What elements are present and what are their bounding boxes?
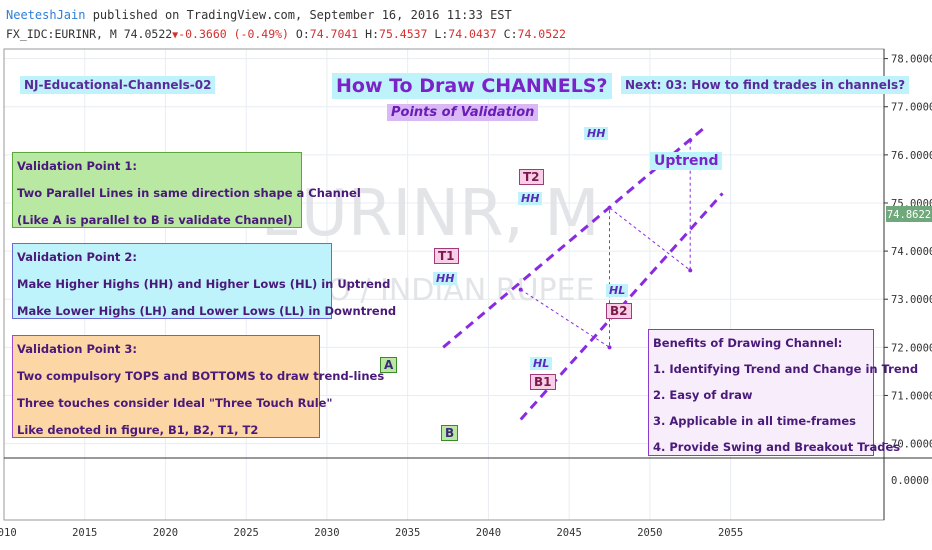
y-tick-label: 78.0000 [891,54,932,66]
x-tick-label: 2020 [153,527,178,539]
price-badge [886,206,932,222]
vp1-line: Two Parallel Lines in same direction sha… [17,186,361,200]
validation-point-2: Validation Point 2: Make Higher Highs (H… [12,243,396,319]
swing-path [520,140,691,349]
swing-point [688,268,693,273]
annotation-subtitle: Points of Validation [387,104,539,121]
x-tick-label: 2025 [234,527,259,539]
publish-line: NeeteshJain published on TradingView.com… [6,8,512,22]
point-b2: B2 [606,303,632,319]
y-tick-label: 76.0000 [891,150,932,162]
x-tick-label: 2045 [556,527,581,539]
down-arrow-icon: ▼ [172,30,179,41]
vp2-heading: Validation Point 2: [17,250,137,264]
x-tick-label: 2035 [395,527,420,539]
swing-point [688,138,693,143]
validation-point-1: Validation Point 1: Two Parallel Lines i… [12,152,361,228]
benefit-item: 4. Provide Swing and Breakout Trades [653,440,901,454]
vp1-line: (Like A is parallel to B is validate Cha… [17,213,293,227]
y-tick-label: 71.0000 [891,390,932,402]
y-tick-label: 70.0000 [891,439,932,451]
close-value: 74.0522 [517,27,566,41]
x-axis-ticks: 2010 2015 2020 2025 2030 2035 2040 2045 2050 2055 [0,527,743,539]
vp3-line: Like denoted in figure, B1, B2, T1, T2 [17,423,259,437]
point-hh: HH [584,127,609,140]
low-label: L: [427,27,449,41]
point-b: B [441,425,459,441]
watermark-symbol: EURINR, M [261,177,600,251]
point-a: A [380,357,398,373]
vp1-heading: Validation Point 1: [17,159,137,173]
open-value: 74.7041 [309,27,359,41]
symbol-info: FX_IDC:EURINR, M 74.0522 [6,27,173,41]
benefits-heading: Benefits of Drawing Channel: [653,336,843,350]
point-t1: T1 [434,248,459,264]
high-value: 75.4537 [379,27,428,41]
point-hl: HL [606,284,629,297]
vp2-line: Make Lower Highs (LH) and Lower Lows (LL… [17,304,397,318]
x-tick-label: 2050 [637,527,662,539]
x-tick-label: 2030 [314,527,339,539]
swing-point [518,287,523,292]
swing-point [607,345,612,350]
close-label: C: [496,27,518,41]
benefits-box: Benefits of Drawing Channel: 1. Identify… [648,329,919,456]
y-tick-label: 72.0000 [891,342,932,354]
publish-info: published on TradingView.com, September … [85,8,512,22]
vp3-heading: Validation Point 3: [17,342,137,356]
high-label: H: [358,27,380,41]
x-tick-label: 2055 [718,527,743,539]
y-tick-label: 73.0000 [891,294,932,306]
series-tag: NJ-Educational-Channels-02 [20,76,216,94]
vp3-line: Two compulsory TOPS and BOTTOMS to draw … [17,369,385,383]
benefit-item: 3. Applicable in all time-frames [653,414,857,428]
annotation-title: How To Draw CHANNELS? [332,73,612,99]
y-tick-label: 77.0000 [891,102,932,114]
author-link[interactable]: NeeteshJain [6,8,86,22]
point-hh: HH [518,192,543,205]
next-lesson: Next: 03: How to find trades in channels… [621,76,910,94]
point-b1: B1 [530,374,556,390]
x-tick-label: 2040 [476,527,501,539]
price-badge-label: 74.8622 [887,209,931,221]
ohlc-line: FX_IDC:EURINR, M 74.0522▼-0.3660 (-0.49%… [6,27,566,41]
y-tick-label: 74.0000 [891,246,932,258]
y-axis-ticks: 70.000071.000072.000073.000074.000075.00… [884,54,932,451]
point-hl: HL [530,357,553,370]
x-tick-label: 2015 [72,527,97,539]
uptrend-label: Uptrend [650,152,723,170]
benefit-item: 2. Easy of draw [653,388,753,402]
price-change: -0.3660 (-0.49%) [178,27,289,41]
point-t2: T2 [519,169,544,185]
x-tick-label: 2010 [0,527,17,539]
benefit-item: 1. Identifying Trend and Change in Trend [653,362,919,376]
open-label: O: [288,27,310,41]
point-hh: HH [433,272,458,285]
low-value: 74.0437 [448,27,497,41]
validation-point-3: Validation Point 3: Two compulsory TOPS … [12,335,385,438]
lower-pane-tick: 0.0000 [891,475,929,487]
vp2-line: Make Higher Highs (HH) and Higher Lows (… [17,277,391,291]
vp3-line: Three touches consider Ideal "Three Touc… [17,396,333,410]
swing-point [607,205,612,210]
